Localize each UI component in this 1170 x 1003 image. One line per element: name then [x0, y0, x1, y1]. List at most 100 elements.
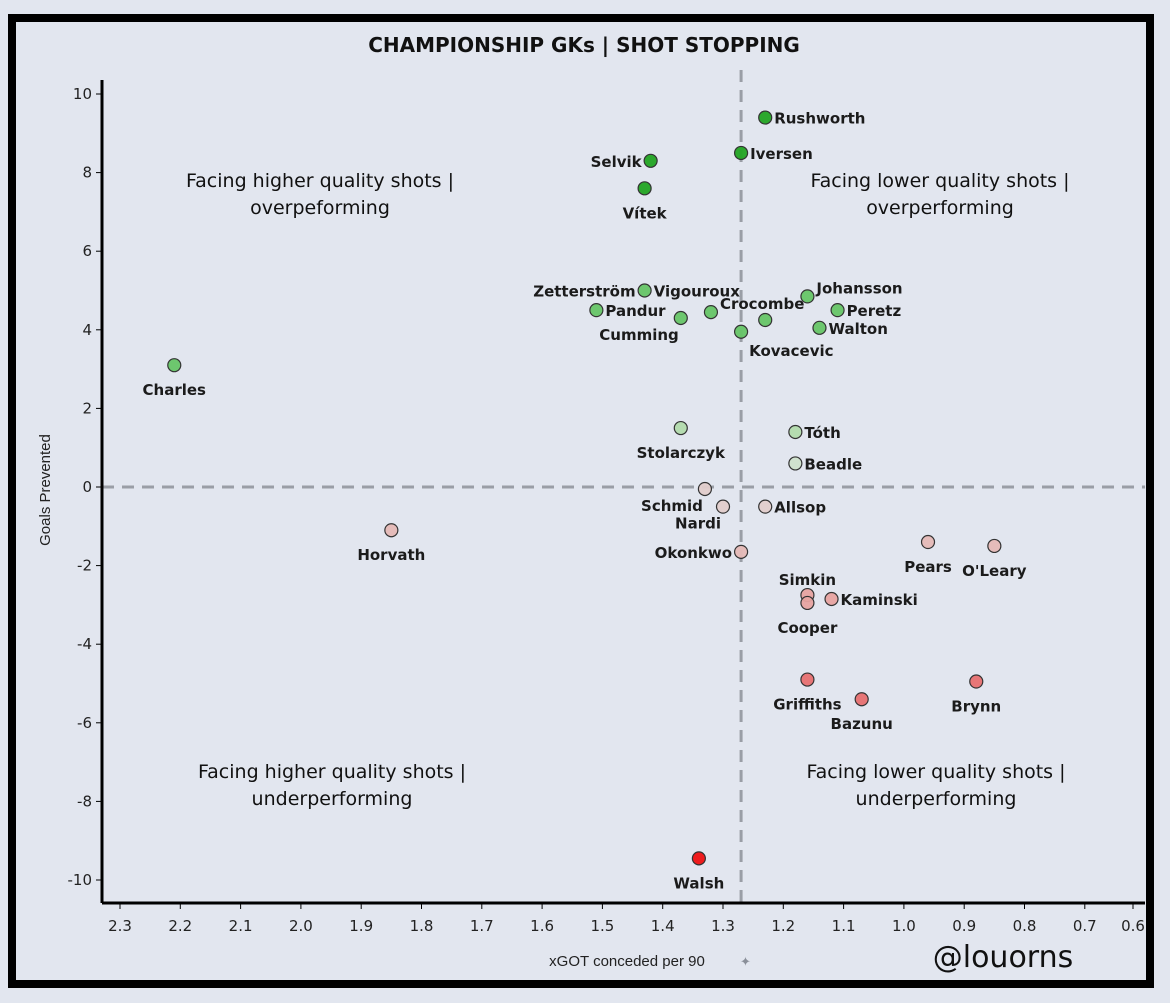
- data-point-iversen: [733, 145, 749, 161]
- x-tick-label: 0.7: [1073, 917, 1097, 935]
- point-label: Pandur: [605, 302, 666, 320]
- pin-icon: ✦: [740, 955, 751, 970]
- point-label: Walton: [828, 320, 887, 338]
- point-label: Walsh: [673, 874, 724, 892]
- x-tick-label: 2.2: [168, 917, 192, 935]
- data-point-walsh: [691, 851, 706, 866]
- chart-frame: [8, 14, 1154, 988]
- data-point-schmid: [697, 481, 713, 497]
- point-label: Peretz: [847, 302, 902, 320]
- point-label: Nardi: [675, 515, 721, 533]
- quadrant-label-top-left: overpeforming: [250, 197, 390, 219]
- quadrant-label-bottom-right: Facing lower quality shots |: [806, 761, 1065, 783]
- point-label: Charles: [143, 381, 207, 399]
- point-label: Stolarczyk: [637, 444, 726, 462]
- data-point-rushworth: [758, 110, 773, 125]
- quadrant-label-top-right: Facing lower quality shots |: [810, 170, 1069, 192]
- point-label: Beadle: [804, 455, 862, 473]
- x-tick-label: 1.1: [832, 917, 856, 935]
- data-point-vtek: [637, 181, 652, 196]
- point-label: Vigouroux: [654, 283, 741, 301]
- quadrant-label-bottom-right: underperforming: [856, 788, 1017, 810]
- point-label: O'Leary: [962, 562, 1027, 580]
- data-point-walton: [812, 320, 827, 335]
- data-point-allsop: [758, 499, 773, 514]
- point-label: Rushworth: [774, 110, 865, 128]
- chart-title: CHAMPIONSHIP GKs | SHOT STOPPING: [368, 33, 800, 57]
- x-tick-label: 1.0: [892, 917, 916, 935]
- data-point-brynn: [969, 674, 984, 689]
- axes: 2.3 2.2 2.1 2.0 1.9 1.8 1.7 1.6 1.5 1.4 1.3 1.2 1.1 1…: [68, 80, 1145, 935]
- data-point-unlabeled: [758, 312, 773, 328]
- data-point-kovacevic: [733, 324, 749, 339]
- x-tick-label: 2.3: [108, 917, 132, 935]
- data-point-kaminski: [824, 591, 839, 607]
- data-point-cooper: [800, 595, 815, 611]
- quadrant-labels: Facing higher quality shots | overpeformi…: [186, 170, 1070, 810]
- x-tick-label: 0.8: [1013, 917, 1037, 935]
- point-label: Selvik: [591, 153, 643, 171]
- data-point-beadle: [788, 456, 803, 471]
- point-label: Schmid: [641, 497, 703, 515]
- point-label: Iversen: [750, 145, 813, 163]
- data-point-nardi: [715, 499, 731, 514]
- point-label: Johansson: [815, 279, 902, 297]
- data-point-cumming: [673, 310, 688, 326]
- point-label: Vítek: [623, 204, 668, 222]
- y-tick-label: 10: [73, 85, 92, 103]
- x-tick-label: 1.9: [349, 917, 373, 935]
- point-label: Crocombe: [720, 295, 804, 313]
- y-tick-label: -6: [77, 714, 92, 732]
- x-tick-label: 1.7: [470, 917, 494, 935]
- y-tick-label: -8: [77, 792, 92, 810]
- data-point-oleary: [987, 538, 1002, 554]
- point-labels: Rushworth Iversen Selvik Vítek Zetterström Vi…: [143, 110, 1027, 893]
- data-point-bazunu: [854, 692, 869, 707]
- quadrant-label-top-left: Facing higher quality shots |: [186, 170, 454, 192]
- point-label: Kovacevic: [749, 342, 833, 360]
- data-point-tth: [788, 424, 803, 440]
- x-tick-label: 2.1: [229, 917, 253, 935]
- point-label: Horvath: [357, 546, 425, 564]
- data-point-stolarczyk: [673, 420, 688, 436]
- point-label: Tóth: [804, 424, 840, 442]
- y-tick-label: 6: [82, 242, 92, 260]
- credit-watermark: @louorns: [933, 940, 1074, 975]
- data-point-pandur: [589, 303, 604, 318]
- data-point-johansson: [800, 289, 815, 304]
- point-label: Zetterström: [533, 283, 635, 301]
- y-tick-label: 0: [82, 478, 92, 496]
- data-point-peretz: [830, 303, 845, 318]
- x-tick-label: 1.2: [771, 917, 795, 935]
- y-tick-label: -2: [77, 557, 92, 575]
- reference-lines: [102, 70, 1145, 903]
- x-tick-label: 1.3: [711, 917, 735, 935]
- quadrant-label-bottom-left: underperforming: [252, 788, 413, 810]
- x-tick-label: 0.9: [952, 917, 976, 935]
- quadrant-label-bottom-left: Facing higher quality shots |: [198, 761, 466, 783]
- point-label: Cumming: [599, 326, 679, 344]
- y-tick-label: -4: [77, 635, 92, 653]
- point-label: Cooper: [777, 619, 838, 637]
- data-point-okonkwo: [733, 544, 749, 559]
- data-point-selvik: [643, 153, 658, 168]
- y-axis-title: Goals Prevented: [37, 434, 54, 546]
- x-tick-label: 1.5: [590, 917, 614, 935]
- point-label: Allsop: [774, 499, 826, 517]
- data-point-pears: [920, 534, 936, 550]
- quadrant-label-top-right: overperforming: [866, 197, 1014, 219]
- y-tick-label: 2: [82, 399, 92, 417]
- y-tick-label: 4: [82, 321, 92, 339]
- x-tick-label: 0.6: [1121, 917, 1145, 935]
- data-point-crocombe: [703, 305, 719, 320]
- x-tick-label: 1.6: [530, 917, 554, 935]
- data-point-horvath: [384, 523, 399, 538]
- data-point-zetterstrm: [637, 283, 652, 298]
- x-axis-title: xGOT conceded per 90: [549, 953, 705, 970]
- data-point-griffiths: [800, 672, 815, 687]
- points-layer: [167, 110, 1002, 866]
- point-label: Pears: [904, 558, 952, 576]
- y-tick-label: 8: [82, 164, 92, 182]
- data-point-charles: [167, 358, 182, 373]
